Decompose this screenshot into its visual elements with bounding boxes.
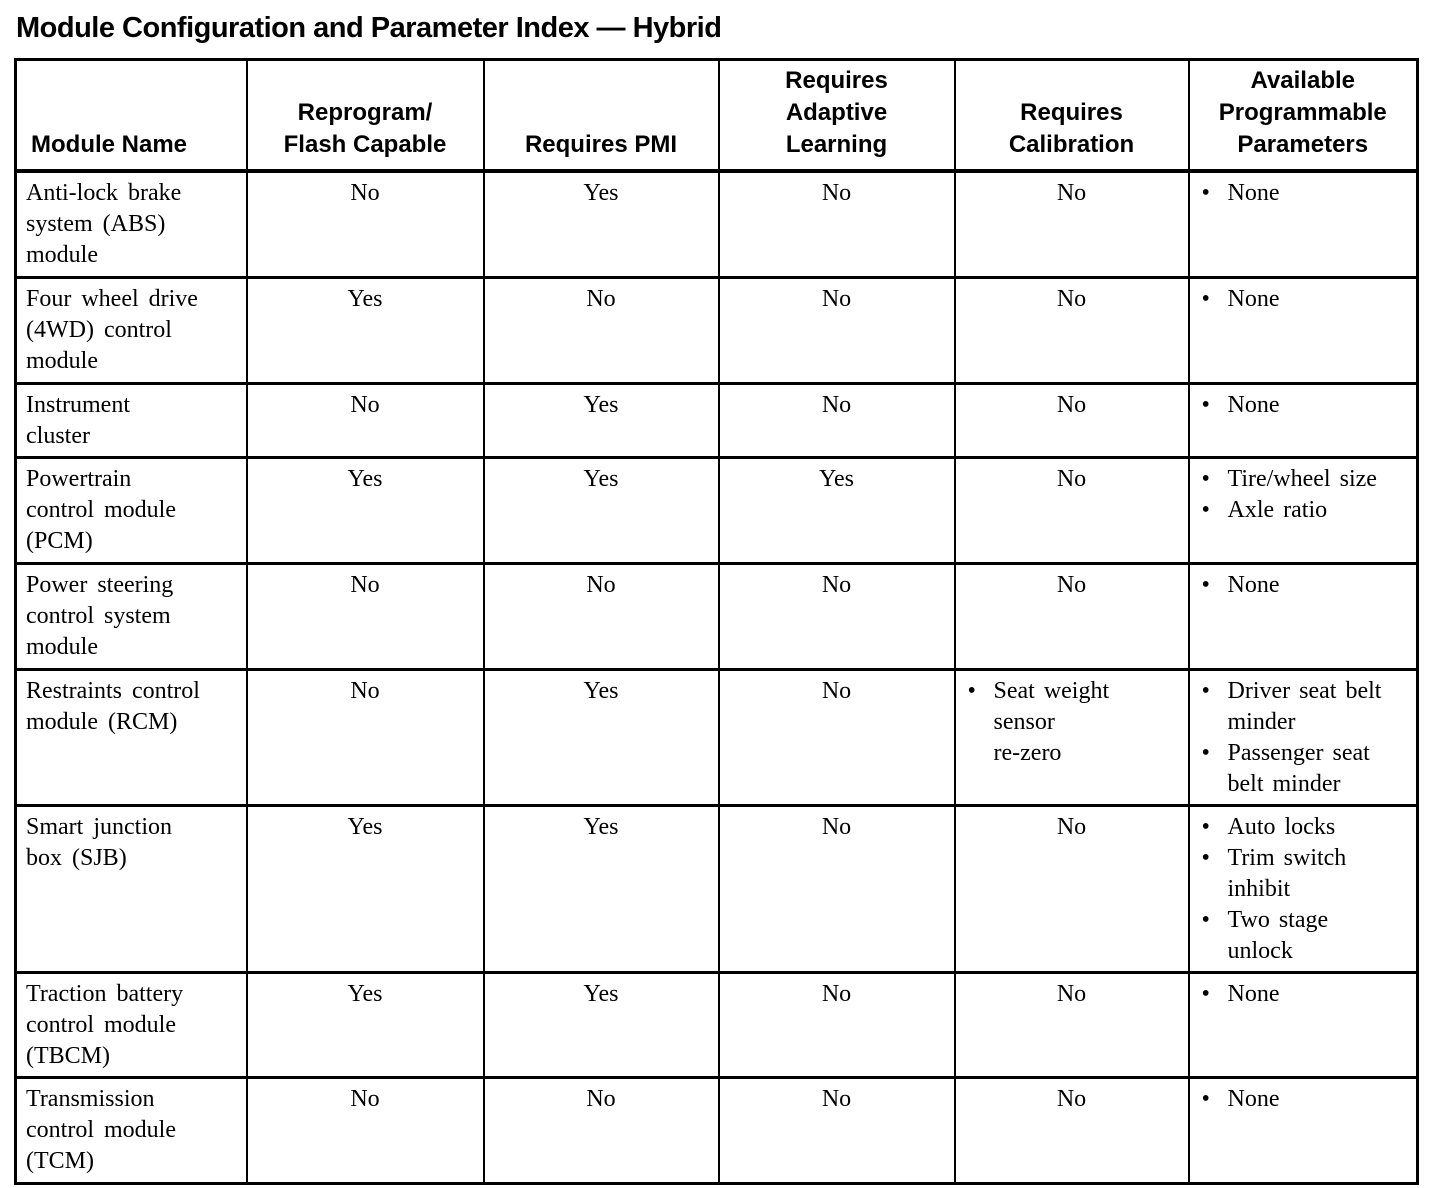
table-row-instrument-cluster: Instrument cluster No Yes No No None <box>14 381 1419 459</box>
adaptive-cell: No <box>717 275 956 385</box>
page-title: Module Configuration and Parameter Index… <box>16 12 722 44</box>
header-requires-pmi: Requires PMI <box>482 58 720 173</box>
module-name-cell: Transmission control module (TCM) <box>14 1075 248 1185</box>
parameter-list: None <box>1202 1084 1413 1115</box>
table-row-4wd-module: Four wheel drive (4WD) control module Ye… <box>14 275 1419 385</box>
adaptive-cell: No <box>717 381 956 459</box>
parameter-item: Two stage unlock <box>1202 905 1413 967</box>
parameters-cell: Tire/wheel size Axle ratio <box>1187 455 1419 565</box>
reprogram-cell: Yes <box>245 803 485 974</box>
table-row-tcm-module: Transmission control module (TCM) No No … <box>14 1075 1419 1185</box>
parameter-item: None <box>1202 979 1413 1010</box>
parameter-item: Driver seat belt minder <box>1202 676 1413 738</box>
pmi-cell: Yes <box>482 667 720 807</box>
calibration-cell: No <box>953 561 1190 671</box>
module-name-cell: Traction battery control module (TBCM) <box>14 970 248 1079</box>
parameters-cell: None <box>1187 381 1419 459</box>
module-name-cell: Power steering control system module <box>14 561 248 671</box>
parameter-item: None <box>1202 570 1413 601</box>
parameter-list: None <box>1202 979 1413 1010</box>
calibration-cell: Seat weight sensor re-zero <box>953 667 1190 807</box>
parameter-list: Driver seat belt minder Passenger seat b… <box>1202 676 1413 800</box>
calibration-cell: No <box>953 1075 1190 1185</box>
parameter-item: Tire/wheel size <box>1202 464 1413 495</box>
pmi-cell: Yes <box>482 455 720 565</box>
reprogram-cell: No <box>245 169 485 279</box>
adaptive-cell: No <box>717 970 956 1079</box>
parameters-cell: Auto locks Trim switch inhibit Two stage… <box>1187 803 1419 974</box>
parameter-item: Axle ratio <box>1202 495 1413 526</box>
adaptive-cell: Yes <box>717 455 956 565</box>
reprogram-cell: No <box>245 667 485 807</box>
pmi-cell: No <box>482 275 720 385</box>
table-header-row: Module Name Reprogram/ Flash Capable Req… <box>14 58 1419 173</box>
parameters-cell: None <box>1187 169 1419 279</box>
reprogram-cell: Yes <box>245 970 485 1079</box>
adaptive-cell: No <box>717 169 956 279</box>
parameter-list: None <box>1202 178 1413 209</box>
parameter-item: None <box>1202 178 1413 209</box>
adaptive-cell: No <box>717 561 956 671</box>
adaptive-cell: No <box>717 1075 956 1185</box>
calibration-item: Seat weight sensor re-zero <box>968 676 1184 769</box>
reprogram-cell: Yes <box>245 455 485 565</box>
header-requires-adaptive-learning: Requires Adaptive Learning <box>717 58 956 173</box>
table-row-rcm-module: Restraints control module (RCM) No Yes N… <box>14 667 1419 807</box>
table-row-power-steering-module: Power steering control system module No … <box>14 561 1419 671</box>
header-available-programmable-parameters: Available Programmable Parameters <box>1187 58 1419 173</box>
pmi-cell: No <box>482 1075 720 1185</box>
reprogram-cell: No <box>245 1075 485 1185</box>
calibration-cell: No <box>953 970 1190 1079</box>
parameters-cell: None <box>1187 561 1419 671</box>
table-row-tbcm-module: Traction battery control module (TBCM) Y… <box>14 970 1419 1079</box>
adaptive-cell: No <box>717 803 956 974</box>
parameter-list: None <box>1202 570 1413 601</box>
parameters-cell: None <box>1187 970 1419 1079</box>
pmi-cell: Yes <box>482 169 720 279</box>
parameter-item: None <box>1202 1084 1413 1115</box>
table-row-abs-module: Anti-lock brake system (ABS) module No Y… <box>14 169 1419 279</box>
parameter-item: None <box>1202 284 1413 315</box>
parameters-cell: Driver seat belt minder Passenger seat b… <box>1187 667 1419 807</box>
header-requires-calibration: Requires Calibration <box>953 58 1190 173</box>
parameter-list: None <box>1202 390 1413 421</box>
calibration-cell: No <box>953 455 1190 565</box>
pmi-cell: Yes <box>482 381 720 459</box>
pmi-cell: Yes <box>482 803 720 974</box>
calibration-cell: No <box>953 803 1190 974</box>
calibration-cell: No <box>953 275 1190 385</box>
parameter-list: Tire/wheel size Axle ratio <box>1202 464 1413 526</box>
module-name-cell: Smart junction box (SJB) <box>14 803 248 974</box>
reprogram-cell: No <box>245 381 485 459</box>
calibration-cell: No <box>953 169 1190 279</box>
pmi-cell: Yes <box>482 970 720 1079</box>
reprogram-cell: Yes <box>245 275 485 385</box>
parameter-list: Auto locks Trim switch inhibit Two stage… <box>1202 812 1413 967</box>
calibration-cell: No <box>953 381 1190 459</box>
parameters-cell: None <box>1187 275 1419 385</box>
module-config-table: Module Name Reprogram/ Flash Capable Req… <box>14 58 1419 1185</box>
module-name-cell: Anti-lock brake system (ABS) module <box>14 169 248 279</box>
module-name-cell: Four wheel drive (4WD) control module <box>14 275 248 385</box>
calibration-list: Seat weight sensor re-zero <box>968 676 1184 769</box>
parameters-cell: None <box>1187 1075 1419 1185</box>
parameter-list: None <box>1202 284 1413 315</box>
pmi-cell: No <box>482 561 720 671</box>
parameter-item: Passenger seat belt minder <box>1202 738 1413 800</box>
header-reprogram-flash-capable: Reprogram/ Flash Capable <box>245 58 485 173</box>
module-name-cell: Restraints control module (RCM) <box>14 667 248 807</box>
parameter-item: None <box>1202 390 1413 421</box>
module-name-cell: Powertrain control module (PCM) <box>14 455 248 565</box>
module-name-cell: Instrument cluster <box>14 381 248 459</box>
table-row-pcm-module: Powertrain control module (PCM) Yes Yes … <box>14 455 1419 565</box>
parameter-item: Trim switch inhibit <box>1202 843 1413 905</box>
parameter-item: Auto locks <box>1202 812 1413 843</box>
header-module-name: Module Name <box>14 58 248 173</box>
reprogram-cell: No <box>245 561 485 671</box>
table-row-sjb-module: Smart junction box (SJB) Yes Yes No No A… <box>14 803 1419 974</box>
adaptive-cell: No <box>717 667 956 807</box>
